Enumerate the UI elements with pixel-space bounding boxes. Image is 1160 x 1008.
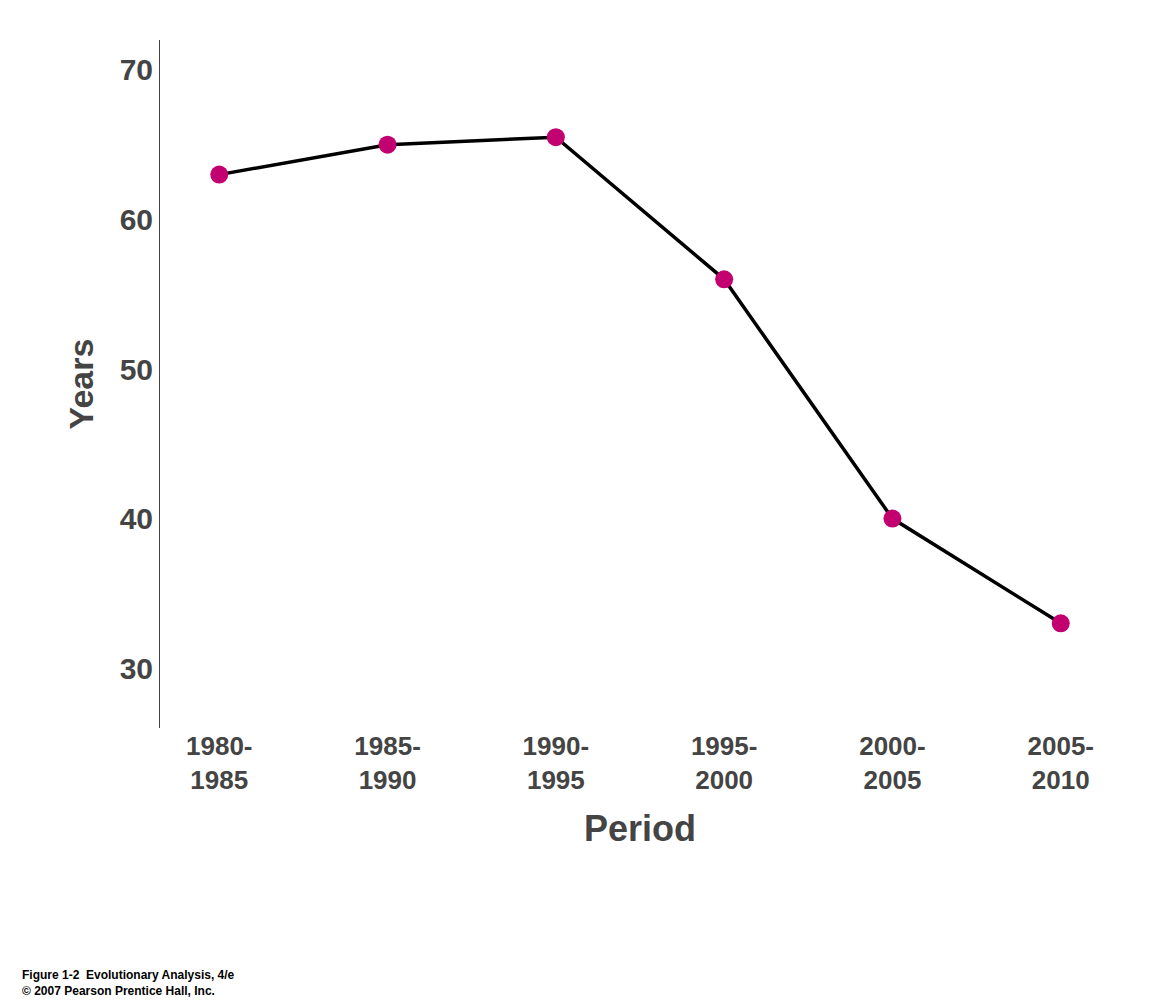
svg-text:Period: Period xyxy=(584,808,696,849)
svg-text:Years: Years xyxy=(62,339,100,430)
svg-text:70: 70 xyxy=(120,53,153,86)
svg-text:1980-1985: 1980-1985 xyxy=(186,731,253,795)
svg-text:50: 50 xyxy=(120,353,153,386)
svg-text:1985-1990: 1985-1990 xyxy=(354,731,421,795)
svg-text:60: 60 xyxy=(120,203,153,236)
svg-text:1990-1995: 1990-1995 xyxy=(523,731,590,795)
svg-text:2000-2005: 2000-2005 xyxy=(859,731,926,795)
svg-text:Figure 1-2 Evolutionary Analy: Figure 1-2 Evolutionary Analysis, 4/e© 2… xyxy=(22,968,235,998)
svg-text:40: 40 xyxy=(120,502,153,535)
svg-text:2005-2010: 2005-2010 xyxy=(1028,731,1095,795)
svg-text:1995-2000: 1995-2000 xyxy=(691,731,758,795)
svg-text:30: 30 xyxy=(120,652,153,685)
